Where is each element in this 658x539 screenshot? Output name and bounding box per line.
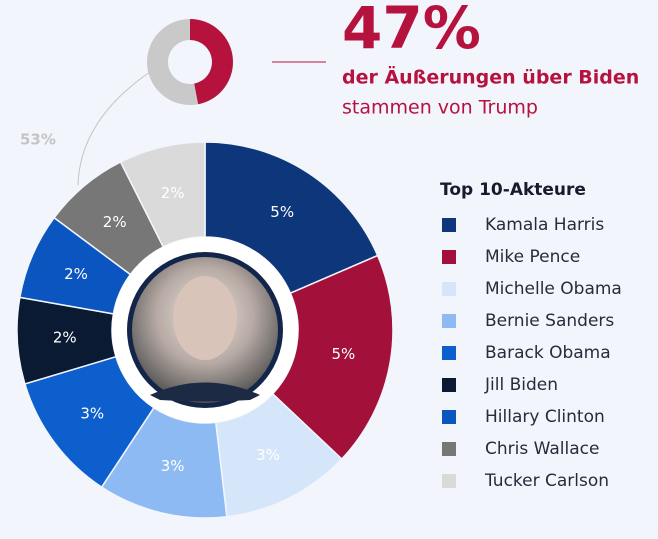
donut-segment: [190, 19, 234, 105]
note: stammen von Trump: [342, 97, 538, 119]
legend-swatch: [442, 282, 456, 296]
headline-value: 47%: [342, 0, 481, 62]
legend-label: Chris Wallace: [485, 439, 599, 459]
segment-label: 5%: [331, 345, 355, 363]
rest-label: 53%: [20, 131, 56, 149]
segment-label: 3%: [161, 457, 185, 475]
photo-face: [173, 276, 237, 360]
photo-suit: [150, 382, 260, 402]
legend-swatch: [442, 346, 456, 360]
legend-swatch: [442, 218, 456, 232]
legend-swatch: [442, 474, 456, 488]
legend-title: Top 10-Akteure: [440, 180, 586, 200]
segment-label: 5%: [270, 203, 294, 221]
legend-label: Tucker Carlson: [484, 471, 609, 491]
segment-label: 2%: [103, 213, 127, 231]
legend-label: Hillary Clinton: [485, 407, 605, 427]
legend-label: Barack Obama: [485, 343, 611, 363]
legend-swatch: [442, 378, 456, 392]
segment-label: 3%: [256, 446, 280, 464]
legend-label: Michelle Obama: [485, 279, 622, 299]
legend-label: Jill Biden: [484, 375, 558, 395]
legend-swatch: [442, 250, 456, 264]
connector-curve: [77, 71, 151, 186]
big-donut: 5% 5% 3% 3% 3% 2% 2% 2% 2%: [16, 141, 394, 519]
legend-swatch: [442, 314, 456, 328]
small-donut: [147, 19, 234, 105]
legend-label: Bernie Sanders: [485, 311, 614, 331]
legend-swatch: [442, 442, 456, 456]
segment-label: 2%: [53, 329, 77, 347]
subtitle: der Äußerungen über Biden: [342, 65, 639, 89]
legend: Kamala Harris Mike Pence Michelle Obama Ber…: [442, 215, 622, 491]
legend-label: Kamala Harris: [485, 215, 604, 235]
segment-label: 2%: [64, 265, 88, 283]
segment-label: 2%: [161, 184, 185, 202]
legend-swatch: [442, 410, 456, 424]
legend-label: Mike Pence: [485, 247, 580, 267]
donut-segment: [147, 19, 199, 105]
segment-label: 3%: [80, 404, 104, 422]
